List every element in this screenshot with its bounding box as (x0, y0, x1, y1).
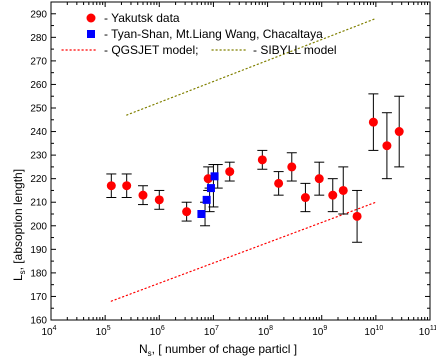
y-axis-title: Ls, [absoption length] (11, 169, 27, 281)
x-tick-label-exp: 11 (430, 325, 436, 332)
tyan-shan-point (197, 210, 206, 218)
yakutsk-point (338, 185, 348, 195)
yakutsk-point (257, 155, 267, 165)
x-tick-label-exp: 7 (215, 325, 219, 332)
x-tick-label-base: 10 (364, 327, 376, 338)
y-tick-label: 210 (30, 198, 47, 209)
legend-label-yakutsk: - Yakutsk data (104, 11, 180, 25)
data-markers (106, 117, 404, 221)
legend-circle-marker (86, 13, 96, 23)
y-tick-label: 190 (30, 245, 47, 256)
y-tick-label: 290 (30, 9, 47, 20)
x-tick-label-base: 10 (204, 327, 216, 338)
x-tick-label-base: 10 (150, 327, 162, 338)
yakutsk-point (154, 195, 164, 205)
x-tick-label: 105 (96, 325, 111, 338)
yakutsk-point (300, 193, 310, 203)
tyan-shan-point (210, 172, 219, 181)
y-tick-label: 230 (30, 151, 47, 162)
yakutsk-point (328, 190, 338, 200)
x-tick-label: 106 (150, 325, 165, 338)
x-axis-title-main: N (139, 342, 148, 356)
yakutsk-point (203, 174, 213, 184)
x-tick-label: 107 (204, 325, 219, 338)
legend-label-sibyll: - SIBYLL model (253, 43, 337, 57)
y-tick-label: 240 (30, 127, 47, 138)
x-tick-label: 108 (258, 325, 273, 338)
plot-area: 160 170 180 190 200 210 220 230 240 250 260 270 280 2… (30, 1, 436, 338)
model-lines (110, 17, 377, 302)
yakutsk-point (314, 174, 324, 184)
y-axis-title-rest: , [absoption length] (11, 169, 25, 270)
model-line (126, 17, 377, 116)
tyan-shan-point (206, 184, 215, 193)
yakutsk-point (225, 167, 235, 177)
yakutsk-point (274, 178, 284, 188)
y-tick-label: 260 (30, 80, 47, 91)
yakutsk-point (368, 117, 378, 127)
y-tick-label: 180 (30, 268, 47, 279)
y-tick-label: 280 (30, 33, 47, 44)
x-axis-title: Ns, [ number of chage particl ] (139, 342, 297, 358)
x-axis: 104 105 106 107 108 109 1010 1011 (41, 2, 436, 338)
x-tick-label-base: 10 (96, 327, 108, 338)
x-tick-label-exp: 5 (107, 325, 111, 332)
x-axis-title-rest: , [ number of chage particl ] (152, 342, 297, 356)
x-tick-label-base: 10 (312, 327, 324, 338)
x-tick-label-exp: 6 (161, 325, 165, 332)
yakutsk-point (138, 190, 148, 200)
x-tick-label-base: 10 (419, 327, 431, 338)
tyan-shan-point (202, 195, 211, 204)
legend-square-marker (87, 30, 95, 38)
yakutsk-point (122, 181, 132, 191)
yakutsk-point (394, 127, 404, 137)
y-axis-title-sub: s (18, 270, 27, 274)
yakutsk-point (352, 211, 362, 221)
y-tick-label: 200 (30, 221, 47, 232)
x-tick-label-exp: 8 (269, 325, 273, 332)
legend-label-qgsjet: - QGSJET model; (104, 43, 198, 57)
legend: - Yakutsk data - Tyan-Shan, Mt.Liang Wang… (61, 11, 337, 57)
x-tick-label-exp: 4 (53, 325, 57, 332)
y-tick-label: 250 (30, 104, 47, 115)
x-tick-label-base: 10 (258, 327, 270, 338)
x-tick-label-base: 10 (41, 327, 53, 338)
x-tick-label-exp: 9 (323, 325, 327, 332)
y-tick-label: 270 (30, 56, 47, 67)
y-axis-title-main: L (11, 274, 25, 281)
x-tick-label: 109 (312, 325, 327, 338)
x-axis-title-sub: s (148, 349, 152, 358)
y-tick-label: 220 (30, 174, 47, 185)
model-line (110, 201, 377, 302)
x-tick-label-exp: 10 (376, 325, 384, 332)
yakutsk-point (382, 141, 392, 151)
y-axis: 160 170 180 190 200 210 220 230 240 250 260 270 280 2… (30, 9, 430, 327)
yakutsk-point (182, 207, 192, 217)
yakutsk-point (106, 181, 116, 191)
legend-label-tyan-shan: - Tyan-Shan, Mt.Liang Wang, Chacaltaya (104, 27, 323, 41)
y-tick-label: 160 (30, 316, 47, 327)
x-tick-label: 1011 (419, 325, 436, 338)
plot-frame (50, 1, 431, 321)
x-tick-label: 1010 (364, 325, 383, 338)
yakutsk-point (287, 162, 297, 172)
y-tick-label: 170 (30, 292, 47, 303)
x-tick-label: 104 (41, 325, 56, 338)
